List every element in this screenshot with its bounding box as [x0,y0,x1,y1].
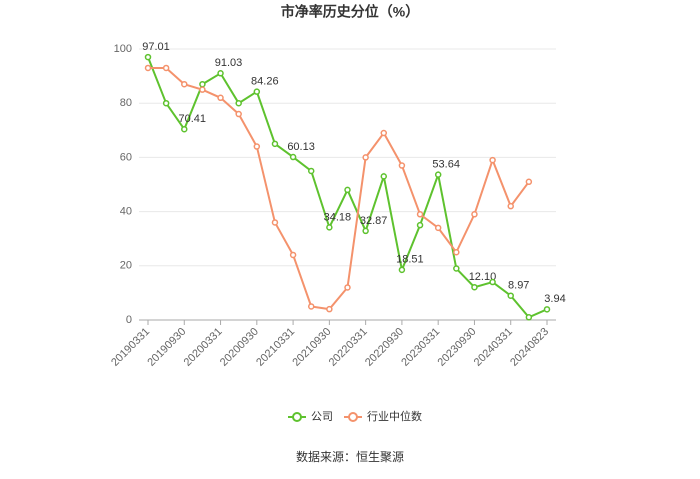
point [162,99,170,107]
point [489,156,496,164]
data-label: 12.10 [469,271,497,283]
point [380,173,388,180]
point [362,227,369,235]
point [471,211,478,218]
point [307,167,315,175]
x-tick-label: 20220930 [363,326,406,369]
data-label: 91.03 [215,57,243,69]
point [235,110,242,118]
point [181,80,188,88]
y-tick-label: 100 [114,43,132,55]
series-line [148,66,530,311]
legend-label: 行业中位数 [367,409,422,423]
point [271,140,279,148]
point [543,306,551,313]
point [525,178,533,186]
x-tick-label: 20190331 [109,326,152,369]
data-label: 18.51 [396,254,424,266]
data-label: 3.94 [544,293,565,305]
point [289,153,297,161]
data-label: 32.87 [360,215,388,227]
legend-marker [292,412,302,422]
legend-marker [348,412,358,422]
point [253,143,261,150]
x-tick-label: 20210930 [290,326,333,369]
point [289,251,297,259]
point [398,266,406,274]
x-tick-label: 20240331 [472,326,515,369]
point [144,53,152,61]
y-tick-label: 80 [120,97,132,109]
x-tick-label: 20210331 [254,326,297,369]
data-label: 70.41 [179,113,207,125]
y-tick-label: 20 [120,260,132,272]
point [434,224,442,232]
data-label: 8.97 [508,280,529,292]
point [326,305,333,313]
point [217,94,224,102]
x-tick-label: 20200930 [218,326,261,369]
point [453,265,460,272]
y-tick-label: 60 [120,151,132,163]
data-label: 34.18 [324,211,352,223]
point [434,171,442,178]
point [398,162,406,169]
point [344,284,351,291]
chart-title: 市净率历史分位（%） [281,4,419,20]
y-tick-label: 0 [126,314,132,326]
point [235,99,242,107]
point [199,86,206,93]
point [525,314,533,321]
x-tick-label: 20190930 [145,326,188,369]
x-tick-label: 20230331 [399,326,442,369]
point [181,125,188,133]
point [507,292,514,299]
point [217,70,224,77]
point [471,283,478,291]
point [453,249,460,256]
point [489,278,496,286]
data-label: 53.64 [432,159,460,171]
data-label: 60.13 [287,141,315,153]
x-tick-label: 20200331 [182,326,225,369]
point [307,303,315,310]
data-label: 84.26 [251,76,279,88]
point [362,154,369,161]
point [144,64,152,72]
x-tick-label: 20230930 [436,326,479,369]
x-tick-label: 20240823 [508,326,551,369]
x-tick-label: 20220331 [327,326,370,369]
point [344,186,351,194]
point [416,221,424,229]
point [416,211,424,218]
legend-label: 公司 [311,411,333,423]
source: 数据来源：恒生聚源 [296,449,404,464]
data-label: 97.01 [142,41,170,53]
point [507,202,514,210]
point [162,64,170,72]
point [199,80,206,88]
point [253,88,261,95]
point [271,219,279,226]
y-tick-label: 40 [120,206,132,218]
point [380,129,388,137]
point [326,224,333,231]
